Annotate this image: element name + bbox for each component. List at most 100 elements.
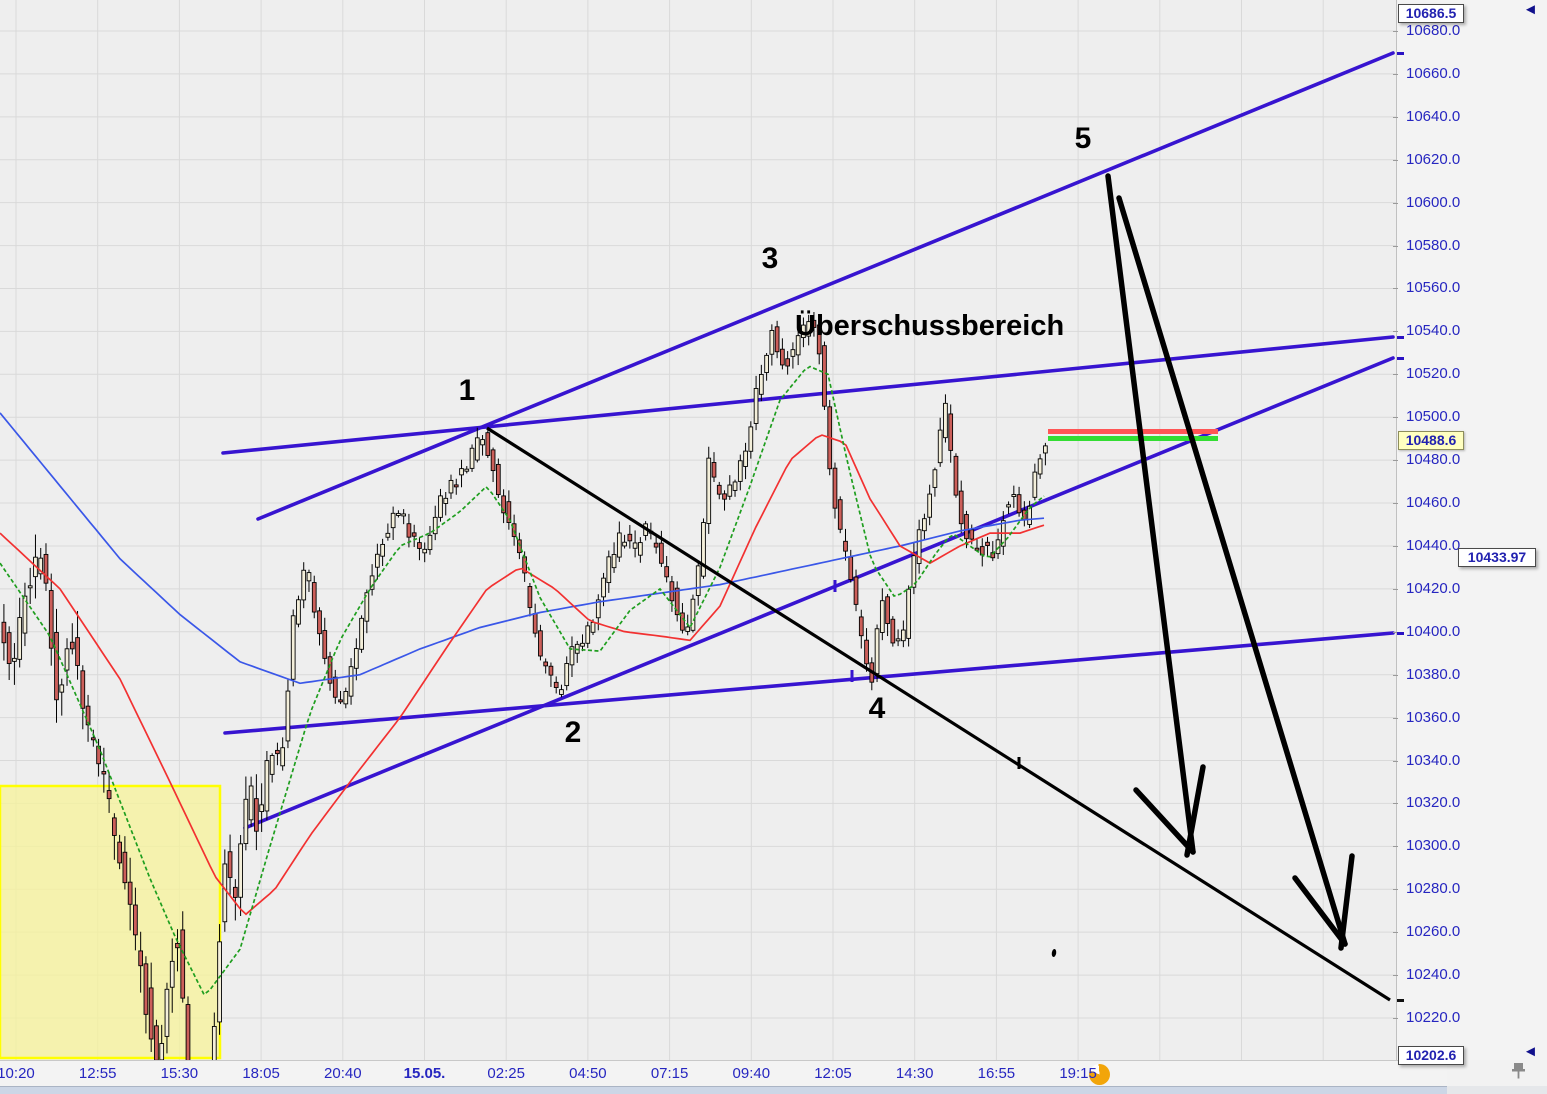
price-tick-label: 10480.0: [1406, 451, 1461, 469]
price-tick-label: 10420.0: [1406, 579, 1461, 597]
trendline-axis-mark: [1397, 357, 1404, 360]
gridlines: [0, 0, 1396, 1060]
time-tick-label: 18:05: [242, 1065, 280, 1082]
annotation-label: 2: [565, 716, 582, 749]
fast-ma: [0, 365, 1045, 996]
price-tick-label: 10240.0: [1406, 966, 1461, 984]
price-tick-label: 10680.0: [1406, 22, 1461, 39]
annotation-label: Überschussbereich: [795, 309, 1064, 342]
time-tick-label: 15.05.: [403, 1065, 446, 1082]
time-tick-label: 04:50: [569, 1065, 607, 1082]
price-tick-mark: [1393, 932, 1398, 934]
price-tick-mark: [1393, 545, 1398, 547]
price-tick-mark: [1393, 803, 1398, 805]
price-tick-mark: [1393, 846, 1398, 848]
time-tick-label: 16:55: [977, 1065, 1016, 1082]
wave-annotations: 1 2 3 4 5 Überschussbereich: [459, 122, 1092, 957]
price-tick-label: 10380.0: [1406, 665, 1461, 683]
time-tick-label: 12:05: [814, 1065, 852, 1082]
price-tick-mark: [1393, 116, 1398, 118]
trendline-axis-mark: [1397, 632, 1404, 635]
price-tick-label: 10620.0: [1406, 150, 1461, 168]
time-tick-label: 14:30: [895, 1065, 934, 1082]
period-low-price-box: 10202.6: [1398, 1046, 1464, 1065]
price-tick-label: 10580.0: [1406, 236, 1461, 254]
channel-upper-steep[interactable]: [256, 51, 1395, 521]
mid-line-shallow-upper[interactable]: [221, 335, 1395, 455]
time-tick-label: 07:15: [650, 1065, 689, 1082]
candles: [1, 312, 1048, 1060]
trendline-axis-mark: [1397, 336, 1404, 339]
marker-triangle-top-icon: ◄: [1523, 1, 1538, 18]
black-trendline[interactable]: [486, 426, 1391, 1002]
price-tick-mark: [1393, 417, 1398, 419]
trendline-axis-mark: [1397, 999, 1404, 1002]
price-tick-mark: [1393, 889, 1398, 891]
price-tick-mark: [1393, 331, 1398, 333]
channel-lower-steep[interactable]: [243, 356, 1395, 830]
time-axis[interactable]: 10:20 12:55 15:30 18:05 20:40 15.05. 02:25 04:5…: [0, 1060, 1447, 1087]
trendline-axis-mark: [1397, 52, 1404, 55]
price-tick-label: 10600.0: [1406, 193, 1461, 211]
price-tick-label: 10260.0: [1406, 923, 1461, 941]
price-tick-mark: [1393, 202, 1398, 204]
price-tick-mark: [1393, 31, 1398, 32]
price-tick-label: 10460.0: [1406, 494, 1461, 512]
slow-ma: [0, 412, 1045, 685]
session-clock-icon: [1089, 1064, 1110, 1085]
price-level-lines[interactable]: [1048, 429, 1218, 441]
price-tick-label: 10300.0: [1406, 837, 1461, 855]
price-tick-label: 10320.0: [1406, 794, 1461, 812]
price-tick-label: 10280.0: [1406, 880, 1461, 898]
price-axis[interactable]: 10686.5 10488.6 10433.97 10202.6 ◄ ◄ 106…: [1393, 0, 1547, 1065]
price-tick-mark: [1393, 588, 1398, 590]
time-tick-label: 10:20: [0, 1065, 35, 1082]
time-tick-label: 02:25: [487, 1065, 525, 1082]
price-tick-mark: [1393, 73, 1398, 75]
price-tick-mark: [1393, 503, 1398, 505]
annotation-label: 4: [869, 692, 886, 725]
time-tick-label: 12:55: [78, 1065, 117, 1082]
highlight-zone[interactable]: [0, 784, 222, 1060]
entry-line[interactable]: [1048, 436, 1218, 441]
price-tick-mark: [1393, 631, 1398, 633]
price-tick-label: 10540.0: [1406, 322, 1461, 340]
marker-triangle-bottom-icon: ◄: [1523, 1043, 1538, 1060]
price-tick-mark: [1393, 717, 1398, 719]
price-tick-label: 10520.0: [1406, 365, 1461, 383]
price-tick-mark: [1393, 460, 1398, 462]
price-tick-mark: [1393, 159, 1398, 161]
price-tick-label: 10560.0: [1406, 279, 1461, 297]
price-tick-mark: [1393, 288, 1398, 290]
price-tick-label: 10500.0: [1406, 408, 1461, 426]
price-tick-mark: [1393, 374, 1398, 376]
annotation-label: 1: [459, 374, 476, 407]
price-tick-label: 10640.0: [1406, 107, 1461, 125]
down-arrows[interactable]: [1105, 173, 1355, 951]
horizontal-scrollbar[interactable]: [0, 1086, 1447, 1094]
support-shallow-lower[interactable]: [223, 631, 1395, 735]
price-tick-mark: [1393, 1018, 1398, 1019]
annotation-label: 5: [1075, 122, 1092, 155]
time-tick-label: 20:40: [324, 1065, 362, 1082]
price-tick-mark: [1393, 674, 1398, 676]
price-tick-label: 10360.0: [1406, 708, 1461, 726]
price-tick-label: 10340.0: [1406, 751, 1461, 769]
time-tick-label: 19:15: [1059, 1065, 1097, 1082]
current-price-box: 10488.6: [1398, 431, 1464, 450]
mid-ma: [0, 434, 1045, 916]
moving-averages: [0, 365, 1045, 996]
scrollbar-corner: [1447, 1086, 1547, 1094]
price-chart-plot[interactable]: 1 2 3 4 5 Überschussbereich: [0, 0, 1396, 1060]
stray-pen-mark: [1051, 949, 1057, 957]
price-tick-mark: [1393, 760, 1398, 762]
stop-line[interactable]: [1048, 429, 1218, 434]
period-high-price-box: 10686.5: [1398, 4, 1464, 23]
price-tick-mark: [1393, 975, 1398, 977]
annotation-label: 3: [762, 242, 779, 275]
pin-icon[interactable]: [1510, 1062, 1527, 1081]
price-tick-label: 10400.0: [1406, 622, 1461, 640]
chart-canvas[interactable]: 1 2 3 4 5 Überschussbereich: [0, 0, 1396, 1060]
price-tick-label: 10440.0: [1406, 536, 1461, 554]
